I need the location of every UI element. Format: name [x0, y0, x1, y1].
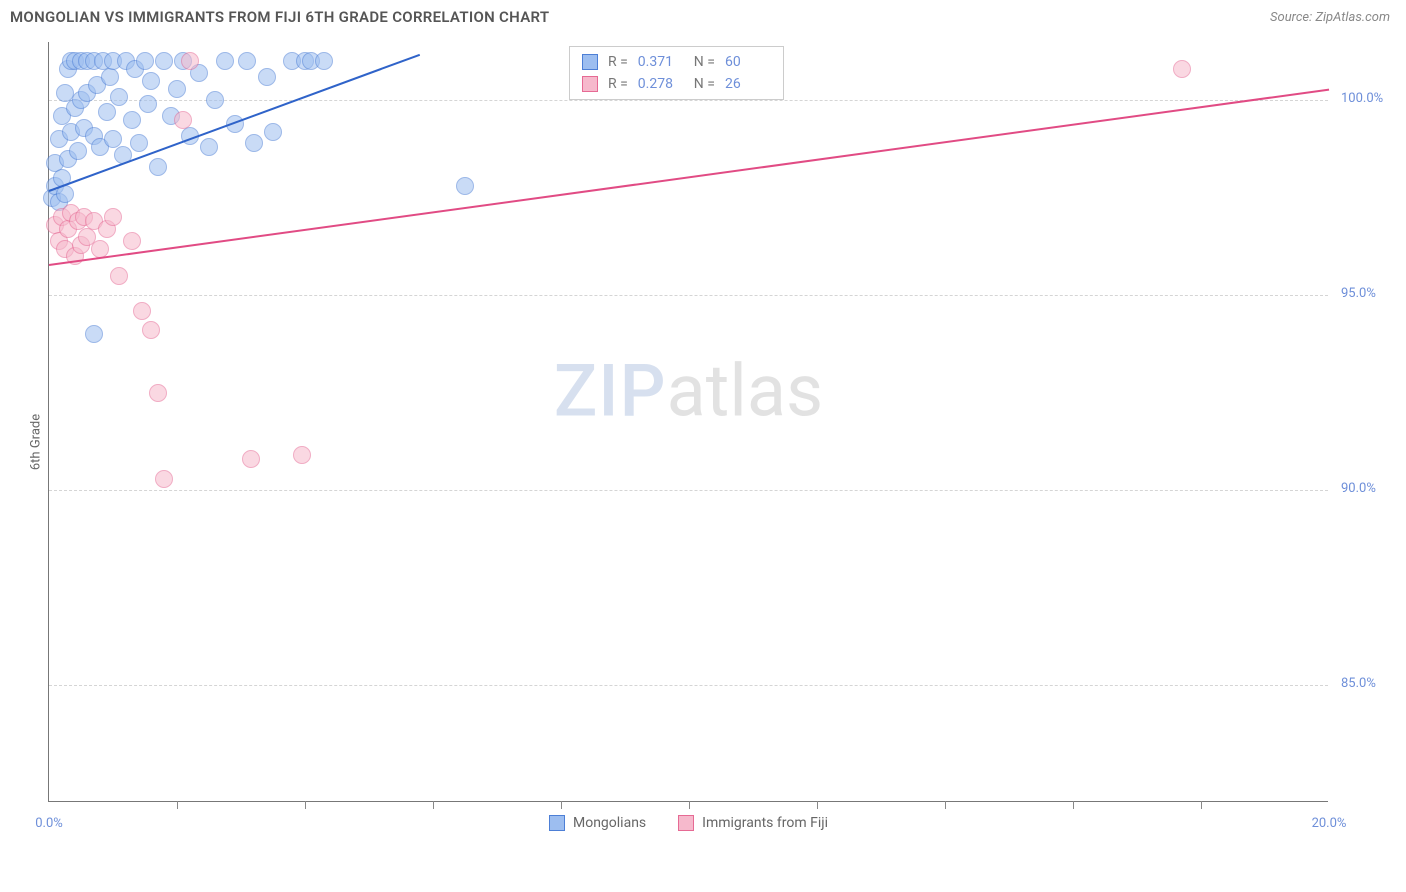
chart-area: 6th Grade ZIPatlas R =0.371N =60R =0.278…: [0, 32, 1406, 852]
data-point: [149, 384, 167, 402]
data-point: [315, 52, 333, 70]
x-tick: [945, 801, 946, 809]
data-point: [245, 134, 263, 152]
gridline: [49, 295, 1328, 296]
data-point: [101, 68, 119, 86]
data-point: [149, 158, 167, 176]
legend-correlation: R =0.371N =60R =0.278N =26: [569, 46, 784, 100]
data-point: [110, 267, 128, 285]
data-point: [123, 111, 141, 129]
data-point: [98, 103, 116, 121]
gridline: [49, 685, 1328, 686]
x-tick-label: 0.0%: [35, 816, 63, 831]
data-point: [242, 450, 260, 468]
legend-swatch: [582, 76, 598, 92]
data-point: [168, 80, 186, 98]
data-point: [258, 68, 276, 86]
x-tick: [817, 801, 818, 809]
data-point: [238, 52, 256, 70]
watermark: ZIPatlas: [554, 349, 823, 434]
x-tick: [1073, 801, 1074, 809]
x-tick: [305, 801, 306, 809]
scatter-plot: ZIPatlas R =0.371N =60R =0.278N =26 Mong…: [48, 42, 1328, 802]
data-point: [1173, 60, 1191, 78]
legend-swatch: [582, 54, 598, 70]
legend-row: R =0.278N =26: [582, 73, 771, 95]
data-point: [91, 240, 109, 258]
data-point: [293, 446, 311, 464]
gridline: [49, 100, 1328, 101]
data-point: [206, 91, 224, 109]
data-point: [142, 72, 160, 90]
chart-header: MONGOLIAN VS IMMIGRANTS FROM FIJI 6TH GR…: [0, 0, 1406, 32]
data-point: [216, 52, 234, 70]
data-point: [181, 52, 199, 70]
data-point: [264, 123, 282, 141]
y-tick-label: 100.0%: [1341, 91, 1383, 106]
gridline: [49, 490, 1328, 491]
x-tick: [561, 801, 562, 809]
x-tick: [177, 801, 178, 809]
x-tick: [1201, 801, 1202, 809]
x-tick-label: 20.0%: [1312, 816, 1347, 831]
data-point: [85, 325, 103, 343]
x-tick: [689, 801, 690, 809]
data-point: [136, 52, 154, 70]
data-point: [155, 470, 173, 488]
data-point: [174, 111, 192, 129]
data-point: [69, 142, 87, 160]
data-point: [104, 208, 122, 226]
legend-item: Immigrants from Fiji: [678, 815, 828, 831]
chart-title: MONGOLIAN VS IMMIGRANTS FROM FIJI 6TH GR…: [10, 8, 549, 26]
legend-item: Mongolians: [549, 815, 646, 831]
data-point: [110, 88, 128, 106]
y-tick-label: 90.0%: [1341, 481, 1376, 496]
data-point: [456, 177, 474, 195]
legend-swatch: [549, 815, 565, 831]
chart-source: Source: ZipAtlas.com: [1270, 10, 1390, 25]
data-point: [200, 138, 218, 156]
trend-line: [49, 89, 1329, 266]
data-point: [130, 134, 148, 152]
legend-row: R =0.371N =60: [582, 51, 771, 73]
legend-swatch: [678, 815, 694, 831]
data-point: [142, 321, 160, 339]
x-tick: [433, 801, 434, 809]
data-point: [123, 232, 141, 250]
data-point: [155, 52, 173, 70]
y-tick-label: 95.0%: [1341, 286, 1376, 301]
y-axis-label: 6th Grade: [29, 414, 44, 470]
data-point: [133, 302, 151, 320]
y-tick-label: 85.0%: [1341, 676, 1376, 691]
data-point: [139, 95, 157, 113]
legend-series: Mongolians Immigrants from Fiji: [49, 815, 1328, 831]
